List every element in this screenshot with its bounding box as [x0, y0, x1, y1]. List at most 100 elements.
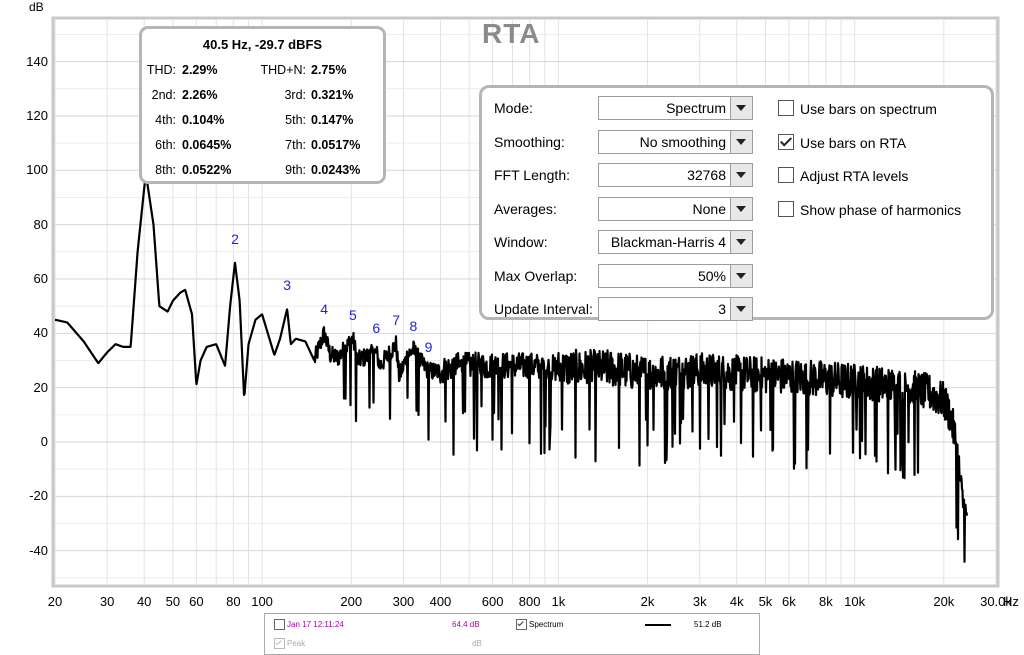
y-tick-label: 120	[26, 107, 48, 123]
info-header: 40.5 Hz, -29.7 dBFS	[202, 37, 323, 52]
info-label: 8th:	[155, 163, 176, 177]
chevron-down-icon[interactable]	[730, 197, 752, 220]
distortion-info-panel[interactable]: 40.5 Hz, -29.7 dBFS THD: 2.29% THD+N: 2.75%…	[139, 26, 386, 184]
checkbox-label: Use bars on spectrum	[800, 101, 937, 117]
info-label: 2nd:	[151, 88, 176, 102]
info-value: 0.0243%	[311, 163, 361, 177]
info-value: 0.0522%	[182, 163, 232, 177]
dropdown-value: None	[692, 200, 726, 217]
control-label: Update Interval:	[494, 301, 593, 317]
dropdown-value: 50%	[697, 267, 726, 284]
overlay-label: Jan 17 12:11:24	[287, 620, 344, 629]
x-tick-label: 5k	[758, 594, 773, 609]
checkbox[interactable]	[778, 167, 794, 183]
checkbox[interactable]	[778, 200, 794, 217]
y-tick-label: -20	[29, 488, 48, 504]
spectrum-line	[54, 173, 969, 563]
option-checkbox-row[interactable]: Adjust RTA levels	[778, 167, 908, 184]
peak-value: dB	[472, 639, 482, 648]
dropdown-value: Spectrum	[666, 100, 726, 116]
spectrum-legend-label: Spectrum	[529, 620, 564, 629]
x-tick-label: 200	[340, 594, 363, 609]
control-dropdown[interactable]: 32768	[598, 163, 753, 187]
y-tick-label: 20	[33, 379, 48, 395]
x-tick-label: 50	[165, 594, 181, 609]
x-tick-label: 30	[99, 594, 115, 609]
harmonic-marker-label: 9	[424, 339, 433, 356]
option-checkbox-row[interactable]: Use bars on spectrum	[778, 100, 937, 117]
info-value: 0.104%	[182, 113, 225, 127]
option-checkbox-row[interactable]: Show phase of harmonics	[778, 200, 962, 218]
info-label: THD+N:	[260, 63, 307, 77]
checkbox-label: Adjust RTA levels	[800, 168, 909, 184]
info-label: 7th:	[285, 138, 306, 152]
y-tick-label: -40	[29, 542, 48, 558]
dropdown-value: 3	[718, 301, 726, 317]
x-tick-label: 600	[481, 594, 504, 609]
option-checkbox-row[interactable]: Use bars on RTA	[778, 133, 907, 151]
x-tick-label: 3k	[692, 594, 707, 609]
control-label: FFT Length:	[494, 167, 571, 183]
x-tick-label: 20	[47, 594, 63, 609]
control-dropdown[interactable]: 50%	[598, 263, 753, 288]
dropdown-value: Blackman-Harris 4	[610, 234, 726, 250]
harmonic-marker-label: 5	[348, 306, 357, 323]
x-axis-unit: Hz	[1003, 594, 1019, 609]
peak-label: Peak	[287, 639, 306, 648]
checkbox-label: Use bars on RTA	[800, 134, 907, 151]
info-value: 0.147%	[311, 113, 354, 127]
info-label: THD:	[146, 63, 176, 77]
rta-controls-panel: Mode: Spectrum Smoothing: No smoothing FFT L…	[479, 85, 994, 321]
x-tick-label: 30.0k	[980, 594, 1012, 609]
legend-panel: Jan 17 12:11:24 64.4 dB Spectrum 51.2 dB…	[264, 613, 760, 655]
control-dropdown[interactable]: 3	[598, 297, 753, 321]
x-tick-label: 8k	[819, 594, 833, 609]
x-tick-label: 4k	[729, 594, 744, 609]
control-label: Max Overlap:	[494, 267, 578, 284]
overlay-checkbox[interactable]	[274, 619, 285, 630]
dropdown-value: No smoothing	[639, 133, 726, 150]
spectrum-line-swatch	[645, 624, 671, 626]
harmonic-marker-label: 2	[231, 230, 239, 247]
spectrum-legend-value: 51.2 dB	[694, 620, 722, 629]
spectrum-checkbox[interactable]	[516, 619, 527, 630]
control-label: Window:	[494, 234, 548, 250]
info-value: 0.0645%	[182, 138, 232, 152]
x-tick-label: 20k	[933, 594, 955, 609]
chevron-down-icon[interactable]	[730, 231, 752, 253]
x-tick-label: 300	[392, 594, 415, 609]
info-value: 0.321%	[311, 88, 354, 102]
dropdown-value: 32768	[687, 167, 726, 183]
x-tick-label: 2k	[640, 594, 655, 609]
info-value: 2.29%	[182, 63, 218, 77]
control-label: Smoothing:	[494, 133, 565, 150]
chevron-down-icon[interactable]	[730, 97, 752, 119]
chevron-down-icon[interactable]	[730, 164, 752, 186]
checkbox[interactable]	[778, 133, 794, 150]
checkbox-label: Show phase of harmonics	[800, 201, 962, 218]
x-tick-label: 400	[429, 594, 452, 609]
y-tick-label: 80	[33, 216, 48, 232]
harmonic-marker-label: 3	[283, 276, 292, 293]
checkbox[interactable]	[778, 100, 794, 116]
chevron-down-icon[interactable]	[730, 298, 752, 320]
overlay-value: 64.4 dB	[452, 620, 480, 629]
info-label: 3rd:	[284, 88, 306, 102]
control-dropdown[interactable]: Spectrum	[598, 96, 753, 120]
control-label: Averages:	[494, 200, 557, 217]
control-dropdown[interactable]: No smoothing	[598, 129, 753, 154]
x-tick-label: 60	[189, 594, 204, 609]
info-value: 2.26%	[182, 88, 218, 102]
x-tick-label: 800	[518, 594, 541, 609]
harmonic-marker-label: 4	[320, 301, 329, 318]
control-dropdown[interactable]: None	[598, 196, 753, 221]
peak-checkbox[interactable]	[274, 638, 285, 649]
y-tick-label: 100	[26, 162, 48, 178]
x-tick-label: 40	[136, 594, 152, 609]
spectrum-trace	[54, 173, 969, 563]
chevron-down-icon[interactable]	[730, 130, 752, 153]
control-dropdown[interactable]: Blackman-Harris 4	[598, 230, 753, 254]
harmonic-marker-label: 6	[372, 320, 381, 337]
chevron-down-icon[interactable]	[730, 264, 752, 287]
info-value: 0.0517%	[311, 138, 361, 152]
